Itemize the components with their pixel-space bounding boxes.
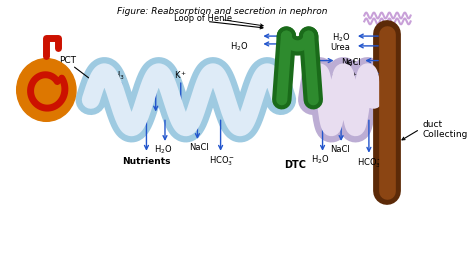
Text: DTC: DTC — [284, 160, 306, 170]
Text: K$^+$: K$^+$ — [349, 72, 363, 84]
Text: K$^+$: K$^+$ — [345, 58, 358, 69]
Text: H$_2$O: H$_2$O — [332, 32, 350, 44]
Text: NaCl: NaCl — [330, 145, 350, 154]
Text: H$^+$: H$^+$ — [344, 70, 358, 82]
Text: H$^+$: H$^+$ — [331, 72, 345, 84]
Text: Nutrients: Nutrients — [122, 157, 171, 166]
Text: HCO$_3^-$: HCO$_3^-$ — [210, 155, 236, 168]
Text: K$^+$: K$^+$ — [174, 69, 187, 81]
Text: H$_2$O: H$_2$O — [230, 41, 248, 53]
Text: Urea: Urea — [330, 43, 350, 52]
Text: NaCl: NaCl — [190, 143, 209, 152]
Text: Loop of Henle: Loop of Henle — [174, 14, 232, 23]
Circle shape — [17, 59, 76, 121]
Text: H$_2$O: H$_2$O — [154, 144, 173, 156]
Text: Collecting: Collecting — [423, 130, 468, 139]
Text: Figure: Reabsorption and secretion in nephron: Figure: Reabsorption and secretion in ne… — [117, 7, 328, 16]
Text: PCT: PCT — [59, 56, 76, 65]
Text: HCO$_3^-$: HCO$_3^-$ — [357, 157, 383, 170]
Text: NaCl: NaCl — [341, 58, 361, 67]
Text: duct: duct — [423, 120, 443, 129]
Text: NH$_3$: NH$_3$ — [107, 69, 125, 82]
Text: H$_2$O: H$_2$O — [311, 153, 330, 166]
Text: H$^+$: H$^+$ — [147, 69, 161, 81]
